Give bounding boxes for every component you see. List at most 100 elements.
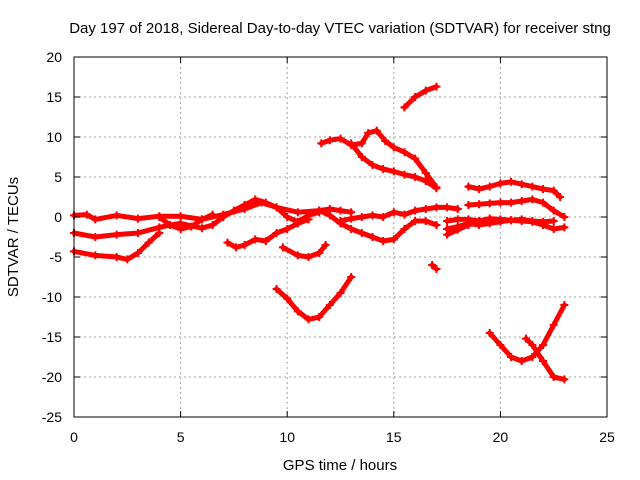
data-point	[528, 182, 537, 191]
data-point	[560, 375, 569, 384]
data-point	[229, 206, 238, 215]
data-point	[304, 315, 313, 324]
y-tick-label: -10	[42, 289, 62, 305]
data-point	[389, 143, 398, 152]
data-point	[411, 173, 420, 181]
x-tick-label: 10	[279, 429, 295, 445]
data-point	[475, 217, 484, 225]
data-point	[272, 203, 281, 212]
data-point	[197, 224, 206, 233]
data-point	[507, 216, 516, 225]
data-point	[496, 179, 505, 188]
data-point	[432, 265, 441, 273]
data-point	[304, 253, 313, 261]
data-point	[517, 197, 526, 205]
data-point	[539, 198, 548, 207]
data-point	[549, 206, 558, 215]
data-point	[364, 129, 373, 137]
data-point	[432, 82, 441, 91]
data-point	[82, 210, 91, 219]
x-tick-label: 20	[493, 429, 509, 445]
data-point	[347, 225, 356, 233]
data-point	[176, 212, 185, 221]
data-point	[496, 215, 505, 224]
data-point	[251, 195, 260, 204]
data-point	[283, 225, 292, 233]
data-point	[539, 185, 548, 193]
data-point	[133, 214, 142, 223]
x-tick-label: 25	[599, 429, 615, 445]
data-point	[464, 182, 473, 191]
data-point	[432, 221, 441, 229]
data-point	[421, 169, 430, 177]
data-point	[521, 334, 530, 343]
plot-frame	[73, 56, 608, 418]
data-point	[517, 357, 526, 365]
data-point	[155, 213, 164, 221]
data-point	[347, 139, 356, 148]
y-tick-label: -25	[42, 409, 62, 425]
data-point	[325, 211, 334, 220]
data-point	[155, 229, 164, 237]
data-point	[123, 255, 132, 264]
y-tick-label: 5	[54, 169, 62, 185]
data-point	[528, 341, 537, 349]
data-point	[272, 229, 281, 237]
x-tick-label: 0	[70, 429, 78, 445]
data-point	[432, 203, 441, 212]
data-point	[283, 213, 292, 221]
y-tick-label: 20	[46, 49, 62, 65]
data-point	[379, 165, 388, 173]
data-point	[251, 235, 260, 244]
x-tick-label: 15	[386, 429, 402, 445]
data-point	[517, 215, 526, 224]
y-tick-label: 10	[46, 129, 62, 145]
series-track-s	[487, 302, 567, 364]
data-point	[208, 221, 217, 229]
data-point	[389, 167, 398, 176]
data-point	[357, 139, 366, 148]
data-point	[443, 217, 452, 225]
data-point	[293, 251, 302, 260]
data-point	[421, 177, 430, 185]
data-point	[176, 225, 185, 233]
data-point	[304, 215, 313, 224]
data-point	[517, 180, 526, 189]
data-point	[357, 213, 366, 221]
chart-title: Day 197 of 2018, Sidereal Day-to-day VTE…	[69, 20, 611, 37]
data-point	[411, 93, 420, 101]
data-point	[507, 198, 516, 207]
data-point	[293, 307, 302, 316]
data-point	[411, 206, 420, 215]
data-point	[325, 136, 334, 145]
data-point	[560, 223, 569, 232]
data-point	[357, 153, 366, 161]
data-point	[421, 217, 430, 225]
data-point	[389, 235, 398, 244]
data-point	[240, 241, 249, 249]
data-point	[556, 193, 565, 201]
data-point	[133, 229, 142, 237]
data-point	[485, 215, 494, 224]
data-point	[475, 185, 484, 193]
data-point	[133, 249, 142, 257]
data-point	[507, 353, 516, 361]
data-point	[549, 373, 558, 381]
data-point	[293, 219, 302, 228]
data-point	[432, 184, 441, 193]
data-point	[560, 301, 569, 309]
data-point	[336, 134, 345, 143]
data-point	[485, 329, 494, 337]
data-point	[411, 217, 420, 225]
data-point	[389, 208, 398, 217]
data-point	[443, 230, 452, 239]
data-point	[475, 200, 484, 209]
y-tick-label: 15	[46, 89, 62, 105]
data-point	[400, 148, 409, 157]
data-point	[261, 237, 270, 245]
series-track-j	[402, 84, 439, 110]
data-point	[400, 225, 409, 233]
data-point	[428, 261, 437, 269]
data-point	[400, 103, 409, 112]
data-point	[321, 241, 330, 249]
